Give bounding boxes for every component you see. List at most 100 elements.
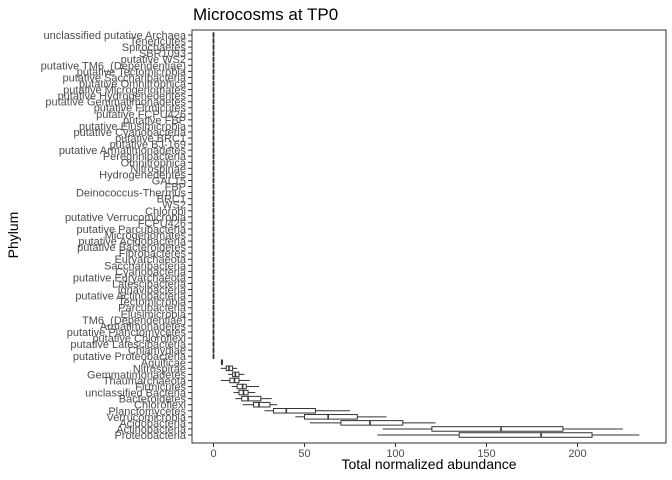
y-tick-label: Euryarchaeota <box>114 254 186 266</box>
y-tick-label: Ignavibacteria <box>118 285 187 297</box>
y-tick-label: putative Bacteroidetes <box>77 242 186 254</box>
y-tick-label: Tectomicrobia <box>118 297 187 309</box>
box-65 <box>382 426 623 432</box>
y-tick-label: putative WS2 <box>121 54 186 66</box>
box-21 <box>212 159 215 166</box>
y-tick-label: SBR1093 <box>139 48 186 60</box>
y-tick-label: putative Gemmatimonadetes <box>45 97 186 109</box>
box-56 <box>228 371 245 378</box>
box-4 <box>212 56 215 63</box>
y-tick-label: putative FBP <box>123 115 186 127</box>
box-41 <box>212 280 215 287</box>
x-axis-title: Total normalized abundance <box>341 456 516 472</box>
box-38 <box>212 262 215 269</box>
y-tick-label: Chlamydiae <box>128 345 186 357</box>
box-22 <box>212 165 215 172</box>
y-tick-label: Chlorobi <box>145 206 186 218</box>
y-tick-label: FBP <box>165 182 186 194</box>
box-24 <box>212 177 215 184</box>
x-tick-label: 200 <box>568 448 586 460</box>
x-tick-label: 100 <box>386 448 404 460</box>
box-32 <box>212 226 215 232</box>
box-9 <box>212 86 215 93</box>
box-3 <box>212 50 215 56</box>
box-12 <box>212 104 215 111</box>
box-19 <box>212 147 215 153</box>
box-27 <box>212 195 215 202</box>
x-tick-label: 0 <box>210 448 216 460</box>
box-53 <box>212 353 215 359</box>
box-58 <box>231 383 259 390</box>
box-35 <box>212 244 215 250</box>
box-2 <box>212 44 215 50</box>
y-tick-label: putative Hydrogenedentes <box>58 91 187 103</box>
box-33 <box>212 232 215 238</box>
y-tick-label: putative Omnitrophica <box>79 78 187 90</box>
y-tick-label: Tenericutes <box>130 36 187 48</box>
y-tick-label: Gemmatimonadetes <box>87 369 187 381</box>
y-tick-label: Fibrobacteres <box>119 248 187 260</box>
y-tick-label: putative Tectomicrobia <box>77 66 187 78</box>
y-tick-label: GAL15 <box>152 175 186 187</box>
box-iqr <box>273 407 316 414</box>
x-tick-label: 150 <box>477 448 495 460</box>
y-tick-label: putative Euryarchaeota <box>73 272 187 284</box>
y-tick-label: Elusimicrobia <box>121 309 187 321</box>
box-0 <box>212 32 215 38</box>
y-tick-label: Omnitrophica <box>121 157 187 169</box>
y-tick-label: TM6_(Dependentiae) <box>82 315 186 327</box>
box-28 <box>212 201 215 208</box>
box-34 <box>212 238 215 244</box>
box-50 <box>212 335 215 341</box>
box-51 <box>212 341 215 347</box>
box-62 <box>264 407 350 414</box>
y-tick-label: putative Planctomycetes <box>67 327 187 339</box>
y-tick-label: Peregrinibacteria <box>103 151 187 163</box>
box-47 <box>212 317 215 323</box>
panel-border <box>191 29 667 444</box>
box-13 <box>212 111 215 117</box>
box-46 <box>212 311 215 317</box>
y-tick-label: putative Parcubacteria <box>77 224 187 236</box>
y-tick-label: putative BRC1 <box>115 133 186 145</box>
y-tick-label: Hydrogenedentes <box>99 169 186 181</box>
y-tick-label: putative Actinobacteria <box>75 291 187 303</box>
y-tick-label: unclassified putative Archaea <box>44 30 187 42</box>
box-5 <box>212 62 215 69</box>
box-10 <box>212 92 215 99</box>
y-tick-label: putative Armatimonadetes <box>59 145 187 157</box>
y-tick-label: Verrucomicrobia <box>107 412 187 424</box>
box-23 <box>212 171 215 178</box>
y-tick-label: putative Microgenomates <box>63 85 186 97</box>
box-iqr <box>340 420 404 426</box>
y-tick-label: Thaumarchaeota <box>103 375 187 387</box>
box-39 <box>212 268 215 275</box>
y-tick-label: unclassified Bacteria <box>85 388 187 400</box>
box-48 <box>212 323 215 329</box>
box-11 <box>212 98 215 105</box>
box-45 <box>212 304 215 311</box>
y-tick-label: Bacteroidetes <box>119 394 187 406</box>
box-49 <box>212 329 215 335</box>
y-tick-label: putative Firmicutes <box>94 103 187 115</box>
box-iqr <box>236 383 247 390</box>
y-tick-label: Firmicutes <box>135 382 186 394</box>
box-1 <box>212 38 215 44</box>
y-tick-label: Latescibacteria <box>112 278 187 290</box>
box-18 <box>212 141 215 147</box>
box-29 <box>212 207 215 214</box>
box-54 <box>220 359 224 366</box>
box-16 <box>212 129 215 135</box>
y-tick-label: Actinobacteria <box>116 424 187 436</box>
box-57 <box>220 377 250 384</box>
y-tick-label: Saccharibacteria <box>104 260 187 272</box>
box-iqr <box>304 414 358 420</box>
box-52 <box>212 347 215 353</box>
y-tick-label: Nitrospirae <box>133 363 186 375</box>
y-tick-label: Microgenomates <box>105 230 187 242</box>
y-tick-label: Cyanobacteria <box>115 266 187 278</box>
box-iqr <box>458 432 593 438</box>
y-tick-label: putative TM6_(Dependentiae) <box>41 60 186 72</box>
box-6 <box>212 68 215 75</box>
